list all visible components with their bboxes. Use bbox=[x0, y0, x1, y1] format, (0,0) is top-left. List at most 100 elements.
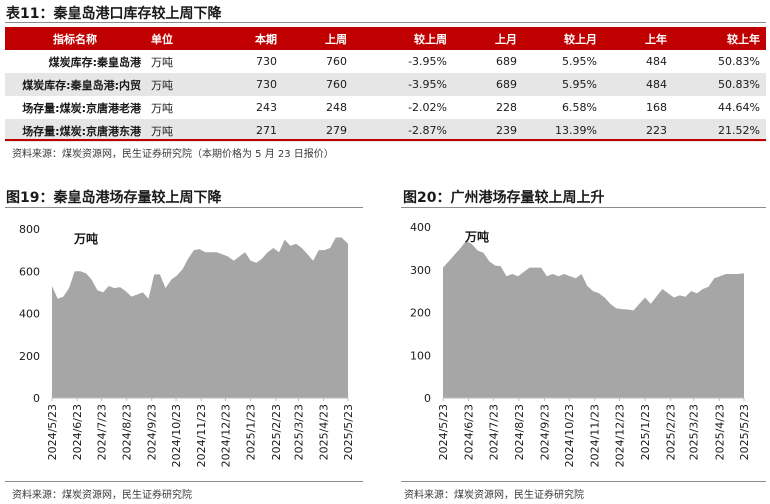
table-row: 煤炭库存:秦皇岛港 万吨 730 760 -3.95% 689 5.95% 48… bbox=[5, 50, 766, 73]
right-chart-point bbox=[552, 273, 554, 275]
cell-yoy: 44.64% bbox=[673, 96, 766, 119]
left-chart-y-tick-label: 600 bbox=[19, 265, 40, 278]
left-chart-point bbox=[119, 286, 121, 288]
left-chart-y-tick-label: 800 bbox=[19, 223, 40, 236]
cell-indicator: 煤炭库存:秦皇岛港 bbox=[5, 50, 145, 73]
cell-last-week: 279 bbox=[283, 119, 353, 142]
left-chart-point bbox=[96, 289, 98, 291]
right-chart-x-tick-label: 2024/5/23 bbox=[437, 404, 450, 460]
left-chart-area bbox=[52, 237, 348, 398]
table-title-rule bbox=[5, 22, 766, 23]
col-header-mom: 较上月 bbox=[523, 27, 603, 50]
cell-yoy: 50.83% bbox=[673, 73, 766, 96]
right-chart-bottom-rule bbox=[401, 481, 766, 482]
right-chart-title-rule bbox=[401, 207, 766, 208]
right-chart-point bbox=[442, 266, 444, 268]
right-chart-y-tick-label: 0 bbox=[424, 392, 431, 405]
right-chart-point bbox=[488, 260, 490, 262]
right-chart-x-tick-label: 2025/4/23 bbox=[713, 404, 726, 460]
left-chart-point bbox=[335, 236, 337, 238]
left-chart-point bbox=[198, 248, 200, 250]
left-chart-point bbox=[272, 247, 274, 249]
left-chart-point bbox=[318, 249, 320, 251]
right-chart-point bbox=[696, 292, 698, 294]
right-chart-point bbox=[482, 252, 484, 254]
left-chart-point bbox=[57, 298, 59, 300]
right-chart-y-tick-label: 400 bbox=[410, 221, 431, 234]
right-chart-y-tick-label: 100 bbox=[410, 349, 431, 362]
cell-mom: 13.39% bbox=[523, 119, 603, 142]
right-chart-x-tick-label: 2024/9/23 bbox=[538, 404, 551, 460]
right-chart-point bbox=[598, 292, 600, 294]
left-chart-title: 图19：秦皇岛港场存量较上周下降 bbox=[6, 190, 222, 206]
cell-yoy: 21.52% bbox=[673, 119, 766, 142]
right-chart-x-tick-label: 2024/6/23 bbox=[463, 404, 476, 460]
cell-last-month: 228 bbox=[453, 96, 523, 119]
cell-wow: -2.02% bbox=[353, 96, 453, 119]
right-chart-point bbox=[534, 266, 536, 268]
right-chart-x-tick-label: 2024/10/23 bbox=[563, 404, 576, 467]
left-chart-point bbox=[204, 251, 206, 253]
left-chart-x-tick-label: 2024/5/23 bbox=[46, 404, 59, 460]
right-chart-point bbox=[650, 303, 652, 305]
left-chart-point bbox=[62, 295, 64, 297]
col-header-last-month: 上月 bbox=[453, 27, 523, 50]
right-chart-y-tick-label: 200 bbox=[410, 307, 431, 320]
left-chart-point bbox=[142, 291, 144, 293]
col-header-last-week: 上周 bbox=[283, 27, 353, 50]
left-chart-point bbox=[301, 247, 303, 249]
right-chart-point bbox=[448, 260, 450, 262]
col-header-last-year: 上年 bbox=[603, 27, 673, 50]
left-chart-point bbox=[210, 251, 212, 253]
cell-last-year: 484 bbox=[603, 73, 673, 96]
left-chart-x-tick-label: 2024/9/23 bbox=[146, 404, 159, 460]
col-header-wow: 较上周 bbox=[353, 27, 453, 50]
left-chart-point bbox=[147, 298, 149, 300]
left-chart-bottom-rule bbox=[5, 481, 363, 482]
right-chart-point bbox=[569, 275, 571, 277]
right-chart-point bbox=[517, 275, 519, 277]
right-chart-x-tick-label: 2025/3/23 bbox=[688, 404, 701, 460]
left-chart-point bbox=[250, 260, 252, 262]
cell-unit: 万吨 bbox=[145, 73, 213, 96]
right-chart-point bbox=[575, 277, 577, 279]
table-row: 场存量:煤炭:京唐港东港 万吨 271 279 -2.87% 239 13.39… bbox=[5, 119, 766, 142]
cell-indicator: 场存量:煤炭:京唐港东港 bbox=[5, 119, 145, 142]
cell-last-month: 689 bbox=[453, 73, 523, 96]
left-chart-x-tick-label: 2025/3/23 bbox=[293, 404, 306, 460]
left-chart-point bbox=[267, 251, 269, 253]
cell-unit: 万吨 bbox=[145, 50, 213, 73]
cell-last-week: 248 bbox=[283, 96, 353, 119]
cell-wow: -2.87% bbox=[353, 119, 453, 142]
right-chart-x-tick-label: 2025/1/23 bbox=[639, 404, 652, 460]
right-chart-x-tick-label: 2024/12/23 bbox=[613, 404, 626, 467]
right-chart-point bbox=[707, 286, 709, 288]
table-bottom-rule bbox=[5, 139, 766, 141]
right-chart-point bbox=[540, 266, 542, 268]
right-chart-point bbox=[511, 273, 513, 275]
left-chart-x-tick-label: 2024/8/23 bbox=[121, 404, 134, 460]
cell-mom: 5.95% bbox=[523, 50, 603, 73]
left-chart-x-tick-label: 2024/10/23 bbox=[170, 404, 183, 467]
left-chart-point bbox=[238, 255, 240, 257]
right-chart-point bbox=[615, 307, 617, 309]
cell-mom: 6.58% bbox=[523, 96, 603, 119]
col-header-yoy: 较上年 bbox=[673, 27, 766, 50]
right-chart-point bbox=[627, 308, 629, 310]
left-chart-point bbox=[227, 255, 229, 257]
right-chart-point bbox=[603, 296, 605, 298]
left-chart-point bbox=[153, 273, 155, 275]
cell-indicator: 场存量:煤炭:京唐港老港 bbox=[5, 96, 145, 119]
right-chart-point bbox=[690, 290, 692, 292]
right-chart-point bbox=[592, 290, 594, 292]
left-chart-point bbox=[136, 293, 138, 295]
left-chart-point bbox=[125, 290, 127, 292]
cell-current: 243 bbox=[213, 96, 283, 119]
left-chart-point bbox=[193, 249, 195, 251]
right-chart-point bbox=[500, 265, 502, 267]
left-chart-point bbox=[130, 295, 132, 297]
left-chart-y-tick-label: 400 bbox=[19, 308, 40, 321]
col-header-current: 本期 bbox=[213, 27, 283, 50]
right-chart-point bbox=[494, 264, 496, 266]
table-title: 表11：秦皇岛港口库存较上周下降 bbox=[6, 6, 222, 22]
